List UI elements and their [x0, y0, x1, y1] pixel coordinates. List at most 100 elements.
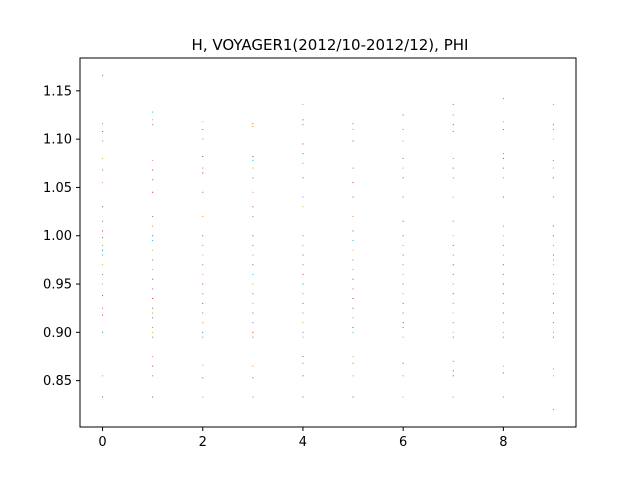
data-point: [552, 159, 554, 161]
data-point: [452, 302, 454, 304]
data-point: [202, 396, 204, 398]
data-point: [252, 191, 254, 193]
data-point: [102, 230, 104, 232]
data-point: [552, 124, 554, 126]
data-point: [352, 182, 354, 184]
data-point: [102, 375, 104, 377]
y-tick-label: 1.00: [43, 229, 72, 244]
data-point: [352, 317, 354, 319]
data-point: [402, 283, 404, 285]
x-tick-label: 4: [299, 435, 307, 450]
data-point: [102, 331, 104, 333]
data-point: [152, 111, 154, 113]
data-point: [402, 177, 404, 179]
data-point: [202, 235, 204, 237]
data-point: [352, 331, 354, 333]
data-point: [552, 254, 554, 256]
data-point: [252, 264, 254, 266]
data-point: [102, 220, 104, 222]
data-point: [402, 302, 404, 304]
data-point: [352, 288, 354, 290]
data-point: [102, 74, 104, 76]
data-point: [502, 254, 504, 256]
data-point: [452, 336, 454, 338]
data-point: [502, 264, 504, 266]
data-point: [102, 295, 104, 297]
data-point: [402, 312, 404, 314]
data-point: [502, 283, 504, 285]
data-point: [252, 206, 254, 208]
y-axis: 0.85 0.90 0.95 1.00 1.05 1.10 1.15: [43, 84, 80, 389]
data-point: [152, 191, 154, 193]
data-point: [552, 244, 554, 246]
data-point: [252, 273, 254, 275]
data-point: [202, 167, 204, 169]
data-point: [302, 162, 304, 164]
data-point: [302, 264, 304, 266]
data-point: [352, 278, 354, 280]
data-point: [152, 331, 154, 333]
data-point: [302, 143, 304, 145]
data-point: [102, 206, 104, 208]
plot-area-frame: [79, 57, 577, 428]
y-tick-label: 0.90: [43, 326, 72, 341]
data-point: [502, 312, 504, 314]
data-point: [352, 375, 354, 377]
data-point: [202, 364, 204, 366]
data-point: [202, 331, 204, 333]
data-point: [452, 220, 454, 222]
data-point: [102, 182, 104, 184]
data-point: [402, 114, 404, 116]
data-point: [352, 269, 354, 271]
data-point: [352, 249, 354, 251]
data-point: [452, 254, 454, 256]
data-point: [452, 196, 454, 198]
data-point: [252, 302, 254, 304]
data-point: [202, 336, 204, 338]
data-point: [302, 244, 304, 246]
data-point: [252, 293, 254, 295]
data-point: [102, 123, 104, 125]
data-point: [202, 244, 204, 246]
data-point: [302, 322, 304, 324]
data-point: [152, 396, 154, 398]
data-point: [302, 362, 304, 364]
data-point: [402, 140, 404, 142]
data-point: [452, 322, 454, 324]
data-point: [302, 375, 304, 377]
data-point: [452, 114, 454, 116]
data-point: [352, 259, 354, 261]
data-point: [302, 103, 304, 105]
data-point: [502, 365, 504, 367]
data-point: [552, 264, 554, 266]
data-point: [452, 264, 454, 266]
data-point: [252, 156, 254, 158]
data-point: [302, 283, 304, 285]
data-point: [502, 336, 504, 338]
data-point: [402, 322, 404, 324]
data-point: [552, 293, 554, 295]
data-point: [502, 244, 504, 246]
data-point: [552, 368, 554, 370]
data-point: [452, 244, 454, 246]
data-point: [502, 372, 504, 374]
data-point: [352, 140, 354, 142]
data-point: [402, 254, 404, 256]
data-point: [402, 235, 404, 237]
data-point: [252, 396, 254, 398]
data-point: [102, 396, 104, 398]
data-point: [402, 293, 404, 295]
data-point: [302, 355, 304, 357]
data-point: [302, 235, 304, 237]
data-point: [102, 157, 104, 159]
data-point: [352, 327, 354, 329]
data-point: [552, 138, 554, 140]
data-point: [452, 273, 454, 275]
data-point: [252, 336, 254, 338]
data-point: [352, 362, 354, 364]
data-point: [252, 254, 254, 256]
data-point: [352, 215, 354, 217]
data-point: [302, 312, 304, 314]
data-point: [152, 240, 154, 242]
points-layer: [102, 74, 554, 411]
